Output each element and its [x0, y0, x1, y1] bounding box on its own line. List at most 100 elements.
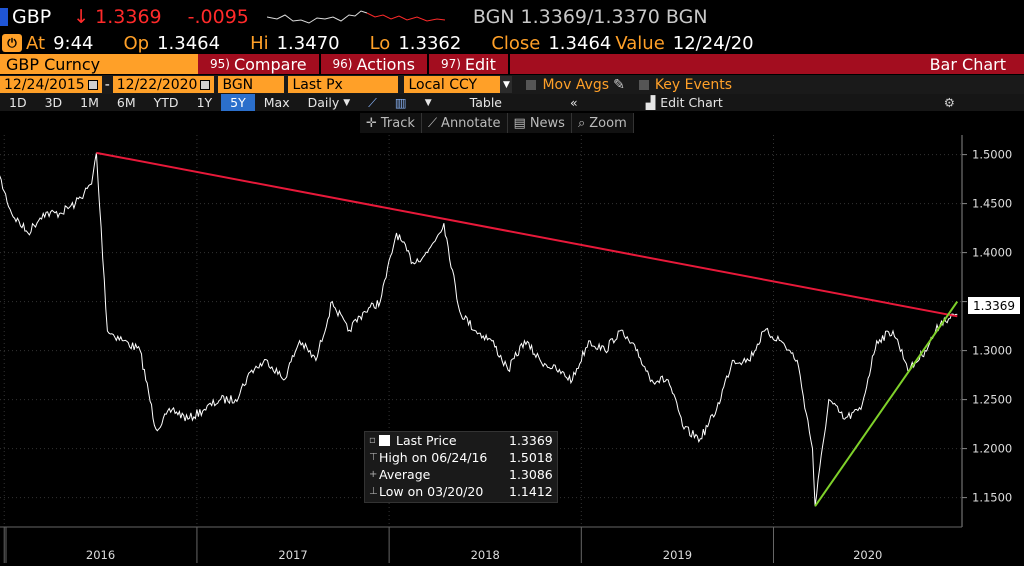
x-tick-label: 2017: [278, 548, 307, 562]
legend-value: 1.5018: [509, 450, 553, 465]
annotate-label: Annotate: [441, 115, 501, 131]
range-1y[interactable]: 1Y: [196, 95, 213, 110]
ticker-header: GBP ↓ 1.3369 -.0095 BGN 1.3369/1.3370 BG…: [0, 0, 1024, 34]
sparkline: [266, 10, 445, 24]
range-5y[interactable]: 5Y: [221, 94, 255, 111]
range-6m[interactable]: 6M: [116, 95, 136, 110]
chevron-down-icon[interactable]: ▼: [500, 76, 513, 93]
frequency-select[interactable]: Daily ▼: [299, 94, 360, 111]
actions-menu[interactable]: 96) Actions: [333, 55, 415, 74]
menu-divider: [318, 54, 321, 74]
gear-icon[interactable]: ⚙: [943, 95, 955, 110]
start-date-field[interactable]: 12/24/2015: [0, 76, 102, 93]
zoom-icon: ⌕: [577, 115, 586, 131]
y-tick-label: 1.2500: [972, 393, 1012, 407]
red-trendline[interactable]: [96, 151, 958, 318]
range-3d[interactable]: 3D: [44, 95, 63, 110]
source-field[interactable]: BGN: [218, 76, 285, 93]
legend-value: 1.3369: [509, 433, 553, 448]
last-price: 1.3369: [95, 6, 162, 28]
y-tick-label: 1.1500: [972, 491, 1012, 505]
legend-key: ▫: [369, 435, 376, 446]
legend-value: 1.1412: [509, 484, 553, 499]
legend-row: ⊤ High on 06/24/16 1.5018: [365, 449, 557, 466]
currency-value: Local CCY: [408, 76, 478, 93]
bid-source: BGN: [472, 6, 515, 28]
news-icon: ▤: [513, 115, 526, 131]
low-label: Lo: [369, 32, 391, 54]
currency-select[interactable]: Local CCY: [404, 76, 501, 93]
range-1m[interactable]: 1M: [80, 95, 99, 110]
ticker-color-marker: [0, 8, 8, 26]
legend-label: High on 06/24/16: [379, 450, 488, 465]
price-series-line: [0, 152, 958, 507]
edit-chart-icon: ▟: [645, 95, 656, 110]
ask-source: BGN: [665, 6, 708, 28]
high-label: Hi: [250, 32, 269, 54]
edit-chart-button[interactable]: ▟ Edit Chart: [637, 94, 732, 111]
menu-divider: [507, 54, 510, 74]
line-chart-icon[interactable]: ⟋: [368, 94, 377, 110]
menu-label: Compare: [233, 54, 307, 74]
compare-menu[interactable]: 95) Compare: [210, 55, 307, 74]
last-price-tag: 1.3369: [968, 297, 1020, 314]
collapse-icon[interactable]: «: [569, 95, 578, 110]
bar-chart-icon[interactable]: ▥: [394, 95, 407, 110]
security-field[interactable]: GBP Curncy: [0, 54, 198, 74]
y-tick-label: 1.2000: [972, 442, 1012, 456]
menu-label: Edit: [464, 54, 496, 74]
open-label: Op: [123, 32, 150, 54]
legend-label: Average: [379, 467, 431, 482]
bid-ask: 1.3369/1.3370: [520, 6, 660, 28]
pencil-icon[interactable]: ✎: [613, 76, 625, 93]
ticker-symbol: GBP: [12, 6, 52, 28]
chart-type-label: Bar Chart: [929, 54, 1006, 74]
high-value: 1.3470: [276, 32, 340, 54]
legend-key: ⊤: [369, 452, 378, 463]
menu-bar: GBP Curncy 95) Compare 96) Actions 97) Edit…: [0, 54, 1024, 74]
annotate-icon: ⟋: [427, 115, 438, 131]
legend-row: + Average 1.3086: [365, 466, 557, 483]
end-date-field[interactable]: 12/22/2020: [112, 76, 215, 93]
legend-label: Low on 03/20/20: [379, 484, 484, 499]
x-tick-label: 2019: [663, 548, 692, 562]
calendar-icon[interactable]: [87, 79, 98, 90]
x-tick-label: 2020: [853, 548, 882, 562]
track-label: Track: [380, 115, 415, 131]
edit-menu[interactable]: 97) Edit: [441, 55, 496, 74]
clock-icon: ⏻: [2, 34, 22, 52]
range-ytd[interactable]: YTD: [153, 95, 179, 110]
zoom-tool[interactable]: ⌕ Zoom: [572, 113, 634, 133]
net-change: -.0095: [187, 6, 249, 28]
chevron-down-icon[interactable]: ▼: [424, 97, 432, 108]
calendar-icon[interactable]: [200, 79, 211, 90]
table-button[interactable]: Table: [469, 95, 502, 110]
chevron-down-icon: ▼: [343, 97, 351, 108]
menu-label: Actions: [356, 54, 415, 74]
range-1d[interactable]: 1D: [9, 95, 27, 110]
key-events-checkbox[interactable]: [638, 79, 649, 90]
open-value: 1.3464: [157, 32, 221, 54]
y-tick-label: 1.5000: [972, 148, 1012, 162]
legend-row: ⊥ Low on 03/20/20 1.1412: [365, 483, 557, 500]
field-select[interactable]: Last Px: [288, 76, 399, 93]
value-label: Value: [615, 32, 665, 54]
quote-row: ⏻ At 9:44 Op 1.3464 Hi 1.3470 Lo 1.3362 …: [0, 32, 1024, 54]
annotate-tool[interactable]: ⟋ Annotate: [422, 113, 508, 133]
news-label: News: [529, 115, 565, 131]
track-tool[interactable]: ✛ Track: [360, 113, 422, 133]
x-tick-label: 2016: [86, 548, 115, 562]
field-value: Last Px: [292, 76, 343, 93]
news-tool[interactable]: ▤ News: [508, 113, 572, 133]
close-label: Close: [491, 32, 541, 54]
chart-legend[interactable]: ▫ Last Price 1.3369 ⊤ High on 06/24/16 1.501…: [364, 431, 558, 503]
mov-avgs-checkbox[interactable]: [526, 79, 537, 90]
key-events-label: Key Events: [654, 76, 733, 93]
at-label: At: [26, 32, 46, 54]
legend-key: ⊥: [369, 486, 378, 497]
crosshair-icon: ✛: [366, 115, 377, 131]
range-max[interactable]: Max: [263, 95, 290, 110]
green-trendline[interactable]: [814, 301, 959, 507]
mov-avgs-label: Mov Avgs: [542, 76, 610, 93]
params-row: 12/24/2015 - 12/22/2020 BGN Last Px Loca…: [0, 75, 1024, 94]
